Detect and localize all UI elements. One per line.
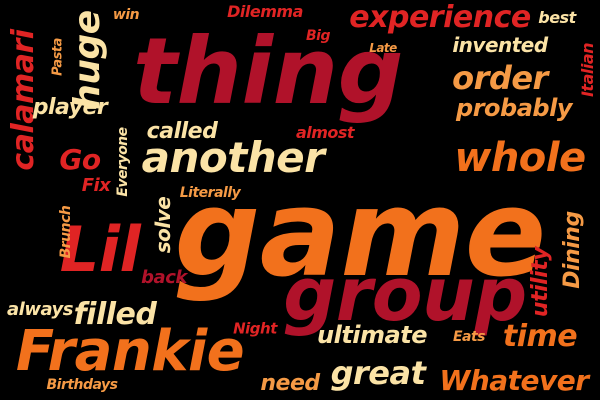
word-experience: experience	[349, 0, 531, 35]
word-go: Go	[59, 143, 101, 176]
word-best: best	[538, 8, 576, 27]
word-back: back	[141, 267, 187, 288]
word-birthdays: Birthdays	[46, 377, 118, 393]
word-almost: almost	[295, 123, 355, 142]
word-game: game	[174, 165, 546, 304]
word-player: player	[32, 95, 108, 120]
word-dining: Dining	[560, 211, 585, 289]
word-whatever: Whatever	[439, 364, 589, 397]
word-group: group	[283, 252, 527, 338]
word-eats: Eats	[452, 329, 486, 345]
word-filled: filled	[73, 297, 157, 332]
word-big: Big	[306, 28, 331, 44]
word-night: Night	[233, 319, 277, 338]
word-frankie: Frankie	[15, 319, 245, 384]
word-ultimate: ultimate	[317, 321, 427, 349]
word-called: called	[146, 119, 218, 144]
word-invented: invented	[452, 33, 548, 57]
word-brunch: Brunch	[58, 205, 74, 259]
word-great: great	[330, 354, 426, 392]
word-time: time	[502, 319, 578, 354]
word-italian: Italian	[578, 42, 597, 98]
word-solve: solve	[151, 196, 175, 254]
word-whole: whole	[454, 135, 586, 181]
word-literally: Literally	[179, 185, 241, 201]
word-need: need	[260, 371, 320, 396]
word-another: another	[141, 133, 325, 182]
word-win: win	[112, 7, 140, 23]
word-dilemma: Dilemma	[227, 2, 303, 21]
word-utility: utility	[528, 246, 553, 318]
word-probably: probably	[456, 94, 572, 122]
word-lil: Lil	[59, 213, 141, 286]
word-fix: Fix	[81, 175, 111, 196]
word-late: Late	[369, 41, 397, 55]
word-order: order	[452, 59, 548, 97]
word-always: always	[7, 299, 74, 320]
word-everyone: Everyone	[115, 127, 131, 197]
word-thing: thing	[133, 18, 403, 125]
word-pasta: Pasta	[50, 38, 66, 76]
